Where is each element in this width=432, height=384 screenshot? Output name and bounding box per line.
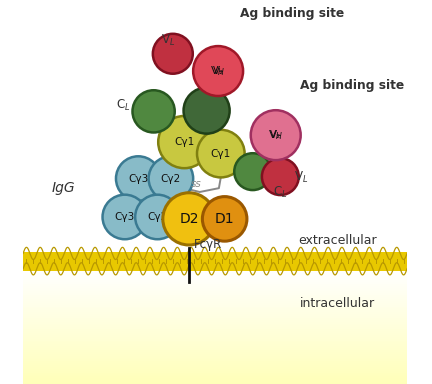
- Bar: [23, 303, 407, 305]
- Text: Cγ2: Cγ2: [147, 212, 168, 222]
- Bar: [23, 276, 407, 278]
- Circle shape: [197, 130, 245, 177]
- Bar: [23, 344, 407, 346]
- Circle shape: [202, 197, 247, 241]
- Bar: [23, 354, 407, 356]
- Bar: [23, 301, 407, 303]
- Bar: [23, 312, 407, 314]
- Circle shape: [133, 90, 175, 132]
- Circle shape: [158, 116, 210, 168]
- Circle shape: [163, 193, 215, 245]
- Bar: [23, 350, 407, 352]
- Bar: [23, 376, 407, 378]
- Bar: [23, 320, 407, 322]
- Bar: [23, 374, 407, 376]
- Bar: [23, 343, 407, 344]
- Bar: [23, 361, 407, 363]
- Circle shape: [149, 156, 193, 201]
- Bar: [23, 293, 407, 295]
- Circle shape: [262, 158, 299, 195]
- Bar: [23, 352, 407, 354]
- Bar: [23, 363, 407, 365]
- Bar: [23, 341, 407, 343]
- Bar: [23, 271, 407, 273]
- Text: Cγ3: Cγ3: [114, 212, 135, 222]
- Text: C$_L$: C$_L$: [273, 185, 288, 200]
- Text: V$_H$: V$_H$: [268, 128, 283, 142]
- Bar: [23, 284, 407, 286]
- Text: IgG: IgG: [51, 181, 75, 195]
- Bar: [23, 380, 407, 382]
- Bar: [23, 314, 407, 316]
- Text: V$_H$: V$_H$: [210, 64, 226, 78]
- Text: D1: D1: [215, 212, 235, 226]
- Bar: [23, 273, 407, 275]
- Text: V₂: V₂: [213, 66, 224, 76]
- Circle shape: [251, 110, 301, 160]
- Text: Cγ1: Cγ1: [174, 137, 194, 147]
- Bar: [23, 297, 407, 299]
- Bar: [23, 310, 407, 312]
- Bar: [23, 358, 407, 359]
- Circle shape: [102, 195, 147, 239]
- Text: V$_L$: V$_L$: [161, 33, 175, 48]
- Bar: [23, 278, 407, 280]
- Bar: [23, 369, 407, 371]
- Bar: [23, 372, 407, 374]
- Bar: [23, 326, 407, 327]
- Bar: [23, 371, 407, 372]
- Bar: [23, 337, 407, 339]
- Text: Ag binding site: Ag binding site: [299, 79, 404, 92]
- Bar: [23, 327, 407, 329]
- Bar: [23, 291, 407, 293]
- Bar: [23, 335, 407, 337]
- Bar: [23, 252, 407, 271]
- Bar: [23, 290, 407, 291]
- Bar: [23, 299, 407, 301]
- Bar: [23, 318, 407, 320]
- Bar: [23, 367, 407, 369]
- Bar: [23, 286, 407, 288]
- Bar: [23, 346, 407, 348]
- Bar: [23, 339, 407, 341]
- Text: ss: ss: [191, 179, 201, 189]
- Bar: [23, 275, 407, 276]
- Bar: [23, 382, 407, 384]
- Circle shape: [153, 34, 193, 74]
- Text: Cγ3: Cγ3: [128, 174, 148, 184]
- Text: Cγ2: Cγ2: [161, 174, 181, 184]
- Bar: [23, 305, 407, 306]
- Bar: [23, 333, 407, 335]
- Bar: [23, 322, 407, 324]
- Circle shape: [116, 156, 161, 201]
- Bar: [23, 356, 407, 358]
- Bar: [23, 280, 407, 282]
- Circle shape: [184, 88, 230, 134]
- Bar: [23, 365, 407, 367]
- Text: Ag binding site: Ag binding site: [240, 7, 344, 20]
- Bar: [23, 324, 407, 326]
- Circle shape: [193, 46, 243, 96]
- Bar: [23, 348, 407, 350]
- Bar: [23, 378, 407, 380]
- Bar: [23, 316, 407, 318]
- Circle shape: [234, 153, 271, 190]
- Bar: [23, 329, 407, 331]
- Text: intracellular: intracellular: [300, 297, 375, 310]
- Text: extracellular: extracellular: [299, 233, 377, 247]
- Bar: [23, 359, 407, 361]
- Bar: [23, 306, 407, 308]
- Bar: [23, 295, 407, 297]
- Circle shape: [135, 195, 180, 239]
- Text: V$_L$: V$_L$: [294, 170, 308, 185]
- Bar: [23, 308, 407, 310]
- Text: FcγR: FcγR: [194, 238, 222, 251]
- Text: D2: D2: [179, 212, 199, 226]
- Bar: [23, 288, 407, 290]
- Text: V₂: V₂: [270, 130, 281, 140]
- Text: C$_L$: C$_L$: [117, 98, 131, 113]
- Bar: [23, 282, 407, 284]
- Bar: [23, 331, 407, 333]
- Text: Cγ1: Cγ1: [211, 149, 231, 159]
